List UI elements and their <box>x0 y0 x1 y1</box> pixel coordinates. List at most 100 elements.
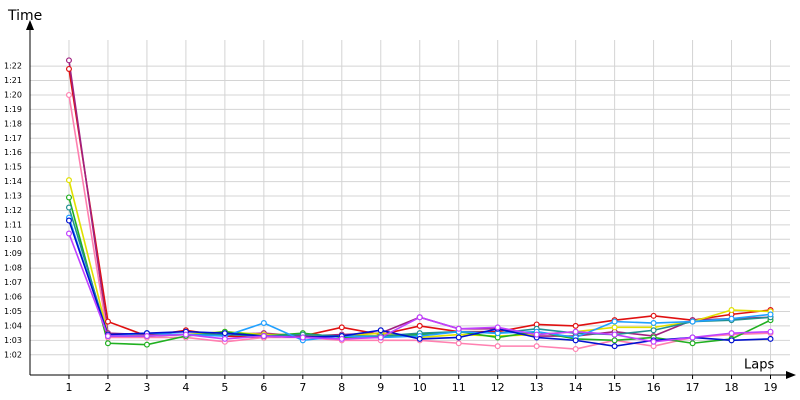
y-tick-label: 1:19 <box>4 105 22 114</box>
data-point <box>650 338 657 345</box>
x-tick-label: 5 <box>221 381 228 394</box>
data-point <box>455 340 462 347</box>
x-axis-title: Laps <box>744 358 774 373</box>
y-tick-label: 1:22 <box>4 62 22 71</box>
y-tick-label: 1:08 <box>4 264 22 273</box>
data-point <box>65 57 72 64</box>
data-point <box>65 177 72 184</box>
y-axis-title: Time <box>7 8 42 24</box>
x-tick-label: 11 <box>452 381 466 394</box>
data-point <box>143 333 150 340</box>
data-point <box>416 322 423 329</box>
data-point <box>104 318 111 325</box>
y-tick-label: 1:18 <box>4 119 22 128</box>
data-point <box>260 320 267 327</box>
y-tick-label: 1:10 <box>4 235 22 244</box>
data-point <box>377 334 384 341</box>
data-point <box>572 328 579 335</box>
data-point <box>689 334 696 341</box>
data-point <box>104 333 111 340</box>
x-tick-label: 15 <box>608 381 622 394</box>
data-point <box>455 325 462 332</box>
y-tick-label: 1:03 <box>4 336 22 345</box>
x-tick-label: 6 <box>260 381 267 394</box>
x-axis-arrow <box>786 371 796 379</box>
y-tick-label: 1:02 <box>4 350 22 359</box>
data-point <box>611 343 618 350</box>
data-point <box>650 320 657 327</box>
data-point <box>728 315 735 322</box>
data-point <box>767 335 774 342</box>
x-tick-label: 16 <box>647 381 661 394</box>
data-point <box>767 311 774 318</box>
data-point <box>338 335 345 342</box>
data-point <box>221 330 228 337</box>
y-tick-label: 1:16 <box>4 148 22 157</box>
x-tick-label: 3 <box>143 381 150 394</box>
data-point <box>260 333 267 340</box>
data-point <box>143 341 150 348</box>
x-tick-label: 4 <box>182 381 189 394</box>
y-tick-label: 1:05 <box>4 307 22 316</box>
x-tick-label: 18 <box>725 381 739 394</box>
data-point <box>65 91 72 98</box>
data-point <box>299 334 306 341</box>
data-point <box>533 331 540 338</box>
data-point <box>689 318 696 325</box>
x-tick-label: 9 <box>377 381 384 394</box>
data-point <box>416 335 423 342</box>
x-tick-label: 14 <box>569 381 583 394</box>
y-tick-label: 1:17 <box>4 134 22 143</box>
y-tick-label: 1:09 <box>4 249 22 258</box>
y-axis-arrow <box>26 20 34 30</box>
data-point <box>65 65 72 72</box>
x-tick-label: 1 <box>65 381 72 394</box>
y-tick-label: 1:13 <box>4 192 22 201</box>
x-tick-label: 13 <box>530 381 544 394</box>
y-tick-label: 1:20 <box>4 90 22 99</box>
data-point <box>728 337 735 344</box>
data-point <box>572 337 579 344</box>
data-point <box>494 324 501 331</box>
y-tick-label: 1:07 <box>4 278 22 287</box>
data-point <box>182 331 189 338</box>
y-tick-label: 1:21 <box>4 76 22 85</box>
y-tick-label: 1:15 <box>4 163 22 172</box>
data-point <box>65 230 72 237</box>
data-point <box>611 324 618 331</box>
x-tick-label: 7 <box>299 381 306 394</box>
data-point <box>65 217 72 224</box>
data-point <box>455 334 462 341</box>
y-tick-label: 1:11 <box>4 220 22 229</box>
y-tick-label: 1:12 <box>4 206 22 215</box>
data-point <box>65 194 72 201</box>
data-point <box>338 324 345 331</box>
data-point <box>650 312 657 319</box>
data-point <box>494 343 501 350</box>
data-point <box>728 307 735 314</box>
data-point <box>377 327 384 334</box>
data-point <box>65 204 72 211</box>
x-tick-label: 2 <box>104 381 111 394</box>
x-tick-label: 10 <box>413 381 427 394</box>
data-point <box>728 330 735 337</box>
data-point <box>416 314 423 321</box>
data-point <box>104 340 111 347</box>
data-point <box>689 340 696 347</box>
x-tick-label: 19 <box>764 381 778 394</box>
x-tick-label: 17 <box>686 381 700 394</box>
data-point <box>767 328 774 335</box>
x-tick-label: 12 <box>491 381 505 394</box>
data-point <box>572 322 579 329</box>
data-point <box>650 327 657 334</box>
data-point <box>611 331 618 338</box>
x-tick-label: 8 <box>338 381 345 394</box>
data-point <box>611 318 618 325</box>
data-point <box>611 337 618 344</box>
data-point <box>533 343 540 350</box>
y-tick-label: 1:14 <box>4 177 22 186</box>
series-group <box>65 57 774 353</box>
data-point <box>221 335 228 342</box>
data-point <box>572 346 579 353</box>
